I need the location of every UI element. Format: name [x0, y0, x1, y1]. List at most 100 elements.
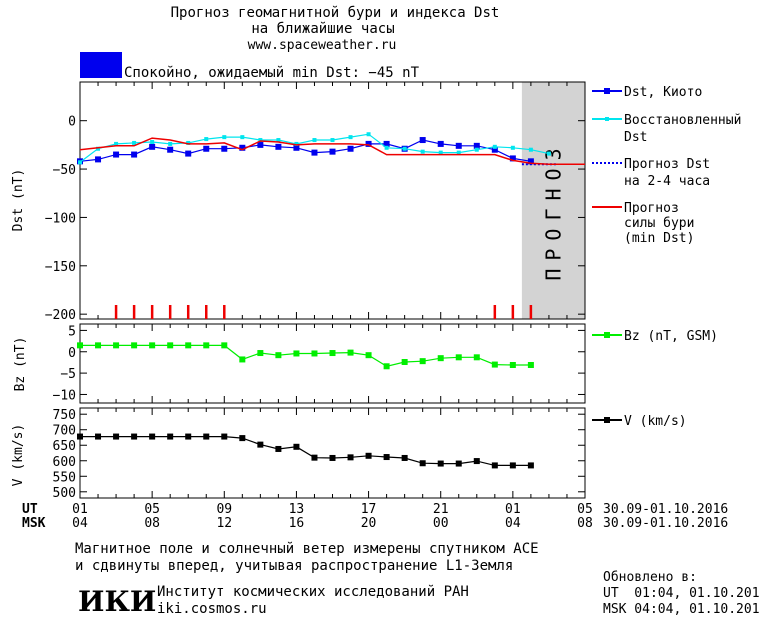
data-point-dst-0 — [455, 142, 462, 149]
data-point-dst-1 — [294, 141, 299, 146]
data-point-bz-0 — [527, 361, 534, 368]
data-point-dst-0 — [473, 142, 480, 149]
series-line-bz-0 — [80, 344, 531, 367]
data-point-bz-0 — [365, 352, 372, 359]
bz-y-tick-label: −5 — [60, 367, 76, 382]
data-point-dst-1 — [420, 149, 425, 154]
forecast-region — [521, 82, 585, 319]
data-point-v-0 — [239, 435, 246, 442]
data-point-dst-0 — [509, 155, 516, 162]
data-point-dst-1 — [168, 141, 173, 146]
data-point-v-0 — [419, 460, 426, 467]
data-point-v-0 — [401, 454, 408, 461]
data-point-bz-0 — [221, 342, 228, 349]
ut-axis-label: UT — [22, 502, 38, 517]
bz-y-tick-label: 0 — [68, 346, 76, 361]
data-point-v-0 — [311, 454, 318, 461]
dst-plot-frame — [79, 81, 586, 320]
ut-tick-label: 09 — [216, 502, 232, 517]
data-point-dst-1 — [366, 132, 371, 137]
data-point-bz-0 — [167, 342, 174, 349]
v-y-tick-label: 650 — [53, 439, 76, 454]
dst-y-tick-label: −200 — [45, 308, 76, 323]
data-point-dst-0 — [527, 158, 534, 165]
data-point-dst-1 — [78, 160, 82, 165]
data-point-dst-1 — [528, 147, 533, 152]
data-point-dst-1 — [114, 141, 119, 146]
data-point-dst-1 — [330, 138, 335, 143]
data-point-dst-1 — [456, 150, 461, 155]
bz-y-tick-label: 5 — [68, 324, 76, 339]
data-point-dst-0 — [185, 150, 192, 157]
data-point-v-0 — [149, 433, 156, 440]
legend-label-dst-kyoto: Dst, Киото — [624, 85, 702, 100]
v-plot-frame — [79, 407, 586, 499]
dst-y-tick-label: −50 — [53, 163, 76, 178]
ut-tick-label: 17 — [361, 502, 377, 517]
data-point-dst-1 — [204, 137, 209, 142]
msk-tick-label: 04 — [505, 516, 521, 531]
institute-site[interactable]: iki.cosmos.ru — [157, 601, 267, 617]
msk-date-range: 30.09-01.10.2016 — [603, 516, 728, 531]
data-point-dst-1 — [546, 151, 551, 156]
forecast-region-label: ПРОГНОЗ — [541, 140, 565, 280]
legend-label-dst-forecast: Прогноз Dst на 2-4 часа — [624, 157, 718, 189]
bz-y-axis-label: Bz (nT) — [13, 337, 28, 392]
data-point-bz-0 — [185, 342, 192, 349]
data-point-dst-0 — [131, 151, 138, 158]
source-url[interactable]: www.spaceweather.ru — [248, 38, 397, 53]
data-point-dst-0 — [95, 156, 102, 163]
data-point-bz-0 — [473, 354, 480, 361]
data-point-v-0 — [509, 462, 516, 469]
legend-label-restored-dst: Восстановленный Dst — [624, 113, 749, 145]
legend-label-storm-forecast: Прогноз силы бури (min Dst) — [624, 201, 702, 246]
dst-y-tick-label: −100 — [45, 211, 76, 226]
data-point-v-0 — [275, 445, 282, 452]
msk-axis-label: MSK — [22, 516, 46, 531]
v-y-tick-label: 500 — [53, 486, 76, 501]
data-point-dst-1 — [96, 146, 101, 151]
data-point-v-0 — [527, 462, 534, 469]
legend-label-restored-dst-line2: Dst — [624, 130, 647, 145]
updated-label: Обновлено в: — [603, 570, 697, 585]
msk-tick-label: 00 — [433, 516, 449, 531]
data-point-dst-0 — [347, 145, 354, 152]
data-point-v-0 — [437, 460, 444, 467]
data-point-v-0 — [473, 458, 480, 465]
data-point-dst-1 — [438, 150, 443, 155]
msk-tick-label: 08 — [577, 516, 593, 531]
data-point-dst-0 — [257, 141, 264, 148]
data-point-bz-0 — [203, 342, 210, 349]
bz-panel: 5 0 −5 −10 Bz (nT) — [13, 323, 586, 404]
series-line-dst-0 — [80, 139, 531, 162]
data-point-v-0 — [185, 433, 192, 440]
iki-logo: ИКИ — [78, 585, 156, 618]
data-point-dst-1 — [402, 146, 407, 151]
data-point-dst-1 — [474, 147, 479, 152]
data-point-v-0 — [167, 433, 174, 440]
data-point-v-0 — [455, 460, 462, 467]
data-point-v-0 — [293, 443, 300, 450]
data-point-bz-0 — [383, 363, 390, 370]
data-point-v-0 — [77, 433, 83, 440]
ut-tick-label: 05 — [577, 502, 593, 517]
institute-name: Институт космических исследований РАН — [157, 584, 469, 600]
data-point-bz-0 — [275, 352, 282, 359]
ut-tick-label: 05 — [144, 502, 160, 517]
data-point-dst-1 — [510, 145, 515, 150]
data-point-v-0 — [383, 454, 390, 461]
bz-y-tick-label: −10 — [53, 388, 76, 403]
data-point-dst-1 — [186, 140, 191, 145]
data-point-bz-0 — [455, 354, 462, 361]
legend-label-restored-dst-line1: Восстановленный — [624, 113, 741, 128]
legend-marker-bz — [604, 332, 610, 338]
data-point-bz-0 — [293, 350, 300, 357]
data-point-dst-0 — [437, 140, 444, 147]
data-point-dst-1 — [492, 144, 497, 149]
bz-plot-frame — [79, 323, 586, 404]
msk-tick-label: 04 — [72, 516, 88, 531]
data-point-dst-1 — [312, 138, 317, 143]
data-point-v-0 — [113, 433, 120, 440]
series-line-dst-3 — [80, 137, 585, 165]
